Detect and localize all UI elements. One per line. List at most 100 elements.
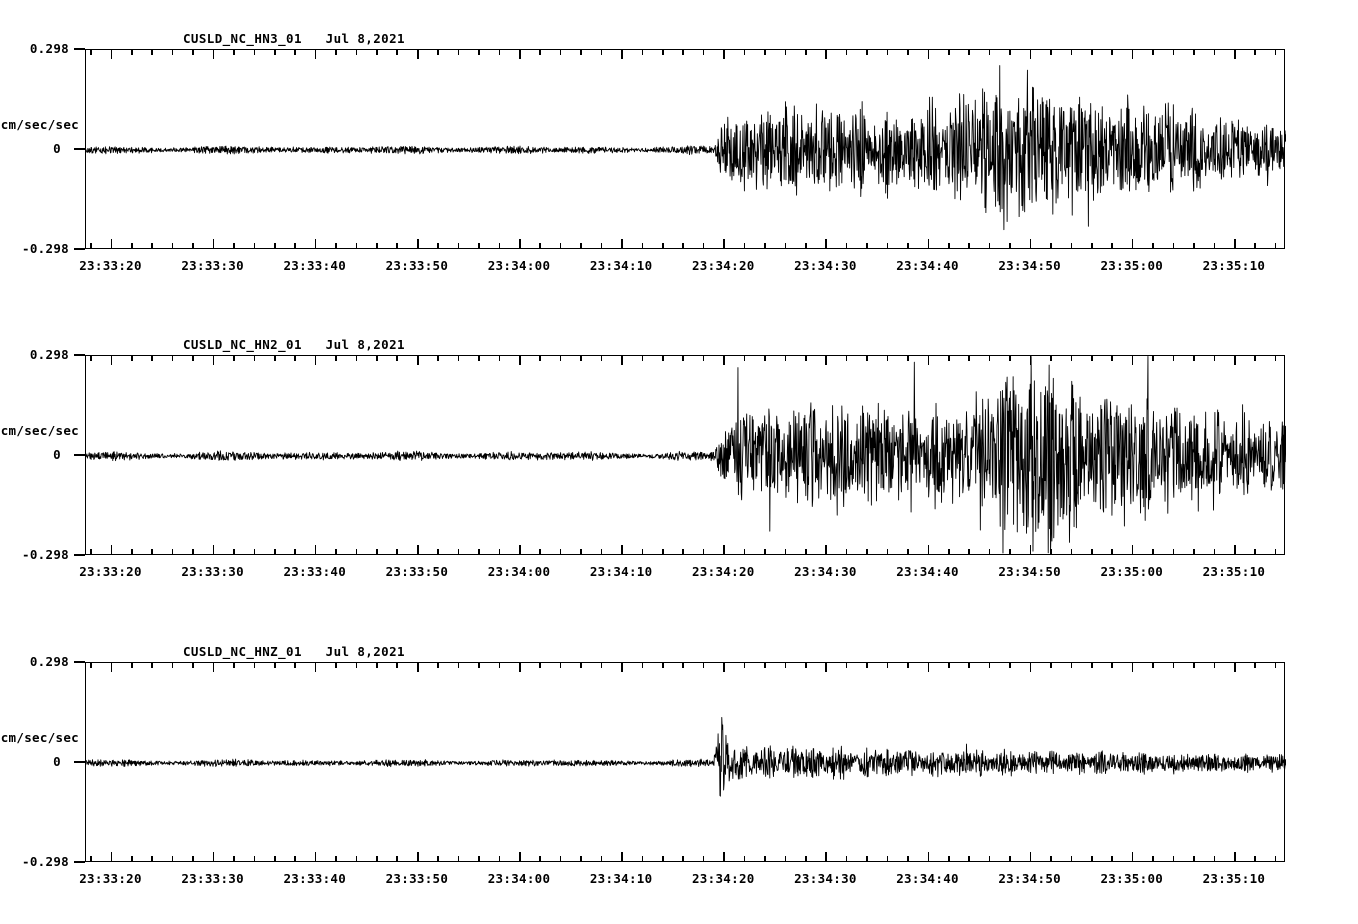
axis-tick-mark <box>947 549 950 554</box>
axis-tick-mark <box>682 856 685 861</box>
axis-tick-mark <box>1111 549 1113 554</box>
axis-tick-mark <box>457 663 460 668</box>
waveform-trace-hnz <box>86 716 1286 797</box>
axis-tick-mark <box>212 356 215 365</box>
axis-tick-mark <box>1050 50 1052 55</box>
axis-tick-mark <box>764 356 766 361</box>
x-axis-tick-label: 23:33:40 <box>283 871 347 886</box>
axis-tick-mark <box>171 356 174 361</box>
axis-tick-mark <box>212 545 215 554</box>
axis-tick-mark <box>1274 50 1277 55</box>
axis-tick-mark <box>519 356 521 365</box>
axis-tick-mark <box>682 356 685 361</box>
x-axis-tick-label: 23:34:50 <box>998 564 1061 579</box>
axis-tick-mark <box>171 549 174 554</box>
axis-tick-mark <box>764 663 766 668</box>
axis-tick-mark <box>1254 549 1256 554</box>
axis-tick-mark <box>1172 663 1175 668</box>
axis-tick-mark <box>1070 50 1073 55</box>
axis-tick-mark <box>580 663 582 668</box>
axis-tick-mark <box>376 356 378 361</box>
axis-tick-mark <box>662 549 664 554</box>
x-axis-tick-label: 23:34:30 <box>794 564 857 579</box>
x-axis-tick-label: 23:35:10 <box>1202 871 1266 886</box>
axis-tick-mark <box>1029 663 1032 672</box>
axis-tick-mark <box>805 549 807 554</box>
axis-tick-mark <box>1050 856 1052 861</box>
axis-tick-mark <box>273 356 276 361</box>
x-axis-tick-label: 23:34:10 <box>589 258 653 273</box>
axis-tick-mark <box>314 545 317 554</box>
axis-tick-mark <box>437 856 439 861</box>
axis-tick-mark <box>1213 856 1216 861</box>
y-axis-tick-mark <box>74 248 85 250</box>
y-axis-tick-mark <box>74 861 85 863</box>
axis-tick-mark <box>1111 356 1113 361</box>
axis-tick-mark <box>641 663 644 668</box>
axis-tick-mark <box>1233 852 1236 861</box>
panel-title-hn2: CUSLD_NC_HN2_01 Jul 8,2021 <box>183 337 405 352</box>
y-axis-tick-mark <box>74 661 85 663</box>
axis-tick-mark <box>1131 663 1134 672</box>
x-axis-tick-label: 23:34:10 <box>589 564 653 579</box>
y-axis-units-label-hn3: cm/sec/sec <box>0 117 79 132</box>
axis-tick-mark <box>396 663 399 668</box>
axis-tick-mark <box>1274 856 1277 861</box>
axis-tick-mark <box>927 852 930 861</box>
axis-tick-mark <box>273 856 276 861</box>
axis-tick-mark <box>90 549 92 554</box>
axis-tick-mark <box>171 856 174 861</box>
axis-tick-mark <box>1193 356 1195 361</box>
axis-tick-mark <box>1090 243 1093 248</box>
x-axis-tick-label: 23:34:00 <box>487 564 551 579</box>
axis-tick-mark <box>519 545 521 554</box>
axis-tick-mark <box>396 50 399 55</box>
axis-tick-mark <box>682 549 685 554</box>
axis-tick-mark <box>130 856 133 861</box>
axis-tick-mark <box>662 663 664 668</box>
axis-tick-mark <box>1193 243 1195 248</box>
axis-tick-mark <box>253 356 256 361</box>
axis-tick-mark <box>457 549 460 554</box>
axis-tick-mark <box>743 549 746 554</box>
axis-tick-mark <box>805 243 807 248</box>
axis-tick-mark <box>825 356 828 365</box>
axis-tick-mark <box>355 549 358 554</box>
axis-tick-mark <box>416 663 419 672</box>
axis-tick-mark <box>1172 243 1175 248</box>
x-axis-tick-label: 23:34:50 <box>998 871 1061 886</box>
axis-tick-mark <box>886 243 889 248</box>
axis-tick-mark <box>968 549 970 554</box>
x-axis-tick-label: 23:34:20 <box>691 871 755 886</box>
axis-tick-mark <box>784 549 787 554</box>
y-axis-tick-mark <box>74 454 85 456</box>
axis-tick-mark <box>314 852 317 861</box>
axis-tick-mark <box>743 243 746 248</box>
axis-tick-mark <box>355 243 358 248</box>
axis-tick-mark <box>559 663 562 668</box>
axis-tick-mark <box>233 356 235 361</box>
axis-tick-mark <box>723 50 725 59</box>
axis-tick-mark <box>1090 356 1093 361</box>
axis-tick-mark <box>1172 356 1175 361</box>
axis-tick-mark <box>1152 243 1154 248</box>
axis-tick-mark <box>968 856 970 861</box>
axis-tick-mark <box>130 243 133 248</box>
axis-tick-mark <box>110 239 113 248</box>
axis-tick-mark <box>294 356 296 361</box>
axis-tick-mark <box>151 856 153 861</box>
axis-tick-mark <box>416 852 419 861</box>
axis-tick-mark <box>1111 243 1113 248</box>
y-axis-tick-mark <box>74 761 85 763</box>
x-axis-tick-label: 23:34:00 <box>487 258 551 273</box>
x-axis-tick-label: 23:35:00 <box>1100 871 1164 886</box>
axis-tick-mark <box>1152 663 1154 668</box>
axis-tick-mark <box>355 663 358 668</box>
axis-tick-mark <box>1213 549 1216 554</box>
axis-tick-mark <box>866 243 868 248</box>
axis-tick-mark <box>519 852 521 861</box>
x-axis-tick-label: 23:34:30 <box>794 871 857 886</box>
axis-tick-mark <box>253 549 256 554</box>
axis-tick-mark <box>355 50 358 55</box>
y-axis-tick-label-top-hn2: 0.298 <box>29 347 69 362</box>
